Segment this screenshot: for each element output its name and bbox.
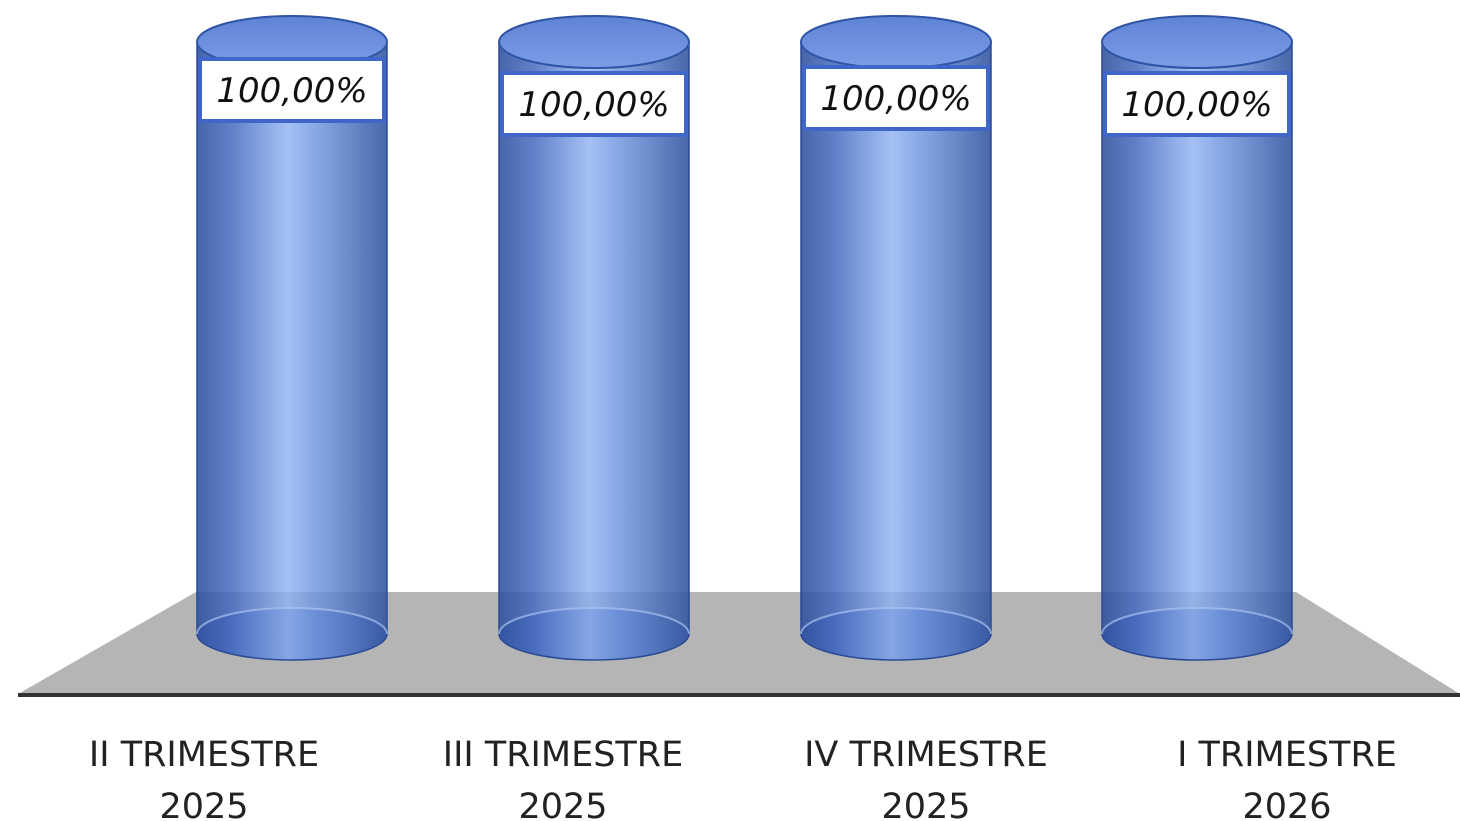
data-label-box [1103, 71, 1291, 137]
x-tick-label-line: 2025 [159, 787, 248, 821]
data-label: 100,00% [198, 57, 386, 123]
bar-base-rim [498, 607, 690, 635]
bar-body [196, 41, 388, 661]
data-label-box [500, 71, 688, 137]
data-label: 100,00% [500, 71, 688, 137]
x-tick-label-line: 2025 [881, 787, 970, 821]
x-tick-label-line: III TRIMESTRE [443, 735, 683, 775]
x-tick-label-line: I TRIMESTRE [1177, 735, 1397, 775]
data-label: 100,00% [802, 65, 990, 131]
x-tick-label-line: IV TRIMESTRE [804, 735, 1048, 775]
x-tick-label-line: 2025 [518, 787, 607, 821]
data-label-text: 100,00% [518, 85, 669, 125]
x-tick-label: IV TRIMESTRE 2025 [804, 735, 1048, 821]
x-tick-label-line: II TRIMESTRE [89, 735, 319, 775]
bar-top-cap [1101, 15, 1293, 69]
bar-base-rim [800, 607, 992, 635]
data-labels-group: 100,00% 100,00% 100,00% 100,00% [198, 57, 1291, 137]
bar [1101, 15, 1293, 661]
x-tick-label-line: 2026 [1242, 787, 1331, 821]
x-tick-label: III TRIMESTRE 2025 [443, 735, 683, 821]
data-label-text: 100,00% [1121, 85, 1272, 125]
bar-base-rim [196, 607, 388, 635]
bar-body [800, 41, 992, 661]
data-label: 100,00% [1103, 71, 1291, 137]
bar [498, 15, 690, 661]
bar-top-cap [498, 15, 690, 69]
bar [196, 15, 388, 661]
data-label-box [802, 65, 990, 131]
data-label-text: 100,00% [216, 71, 367, 111]
x-tick-label: II TRIMESTRE 2025 [89, 735, 319, 821]
bars-group [196, 15, 1293, 661]
data-label-text: 100,00% [820, 79, 971, 119]
bar [800, 15, 992, 661]
x-tick-label: I TRIMESTRE 2026 [1177, 735, 1397, 821]
data-label-box [198, 57, 386, 123]
bar-top-cap [800, 15, 992, 69]
bar-base-rim [1101, 607, 1293, 635]
